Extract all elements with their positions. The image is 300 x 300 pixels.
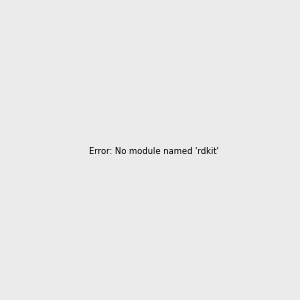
Text: Error: No module named 'rdkit': Error: No module named 'rdkit': [89, 147, 219, 156]
